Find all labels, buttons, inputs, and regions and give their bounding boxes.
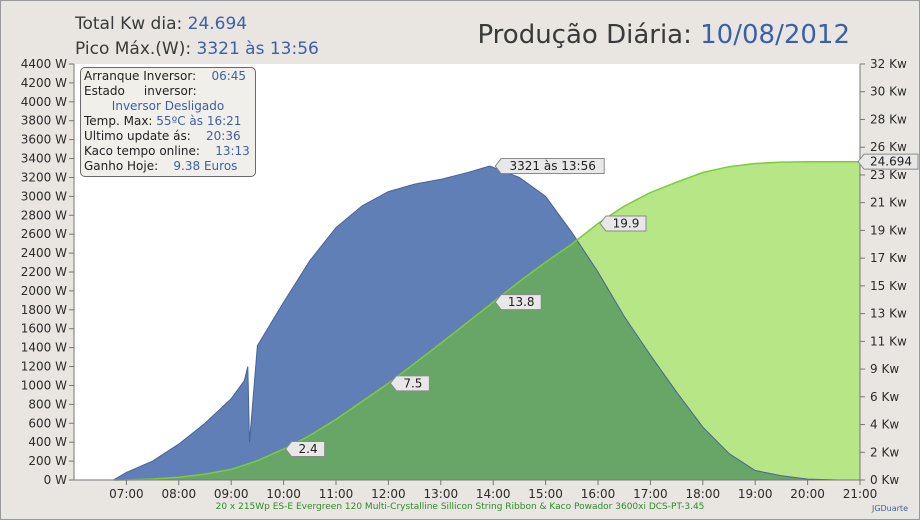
y-left-tick-label: 400 W [28, 435, 67, 449]
y-left-tick-label: 2400 W [21, 246, 67, 260]
info-update-value: 20:36 [206, 129, 241, 143]
y-right-tick-label: 6 Kw [870, 390, 899, 404]
annotation-callout [857, 153, 919, 170]
annotation-callout [389, 375, 430, 392]
x-tick-label: 07:00 [109, 487, 144, 501]
x-tick-label: 20:00 [790, 487, 825, 501]
annotation-label: 2.4 [299, 442, 318, 456]
info-startup: Arranque Inversor: 06:45 [84, 69, 252, 84]
y-left-tick-label: 1400 W [21, 341, 67, 355]
y-right-tick-label: 11 Kw [870, 334, 907, 348]
y-right-tick-label: 21 Kw [870, 196, 907, 210]
annotation-callout [284, 441, 326, 458]
y-right-tick-label: 23 Kw [870, 168, 907, 182]
y-right-tick-label: 26 Kw [870, 140, 907, 154]
x-tick-label: 12:00 [371, 487, 406, 501]
info-temp-value: 55ºC às 16:21 [156, 114, 242, 128]
y-right-tick-label: 28 Kw [870, 112, 907, 126]
y-left-tick-label: 600 W [28, 416, 67, 430]
info-gain-label: Ganho Hoje: [84, 159, 159, 173]
y-left-tick-label: 4400 W [21, 57, 67, 71]
y-left-tick-label: 1000 W [21, 378, 67, 392]
peak-label: Pico Máx.(W): [75, 39, 192, 59]
title-date: 10/08/2012 [700, 20, 850, 50]
y-right-tick-label: 13 Kw [870, 307, 907, 321]
annotation-callout [494, 158, 605, 175]
info-update-label: Ultimo update ás: [84, 129, 191, 143]
y-left-tick-label: 2200 W [21, 265, 67, 279]
y-left-tick-label: 2600 W [21, 227, 67, 241]
total-kw-line: Total Kw dia: 24.694 [75, 14, 247, 34]
power-line [113, 165, 840, 481]
x-tick-label: 09:00 [214, 487, 249, 501]
info-startup-label: Arranque Inversor: [84, 69, 197, 83]
info-temp: Temp. Max: 55ºC às 16:21 [84, 114, 252, 129]
x-tick-label: 14:00 [476, 487, 511, 501]
peak-value: 3321 às 13:56 [196, 39, 319, 59]
y-left-tick-label: 3200 W [21, 170, 67, 184]
y-left-tick-label: 4200 W [21, 76, 67, 90]
info-online-value: 13:13 [215, 144, 250, 158]
info-startup-value: 06:45 [211, 69, 247, 83]
y-right-tick-label: 0 Kw [870, 473, 899, 487]
total-kw-value: 24.694 [187, 14, 248, 34]
y-right-tick-label: 9 Kw [870, 362, 899, 376]
y-right-tick-label: 32 Kw [870, 57, 907, 71]
total-kw-label: Total Kw dia: [75, 14, 183, 34]
y-right-tick-label: 17 Kw [870, 251, 907, 265]
x-tick-label: 08:00 [162, 487, 197, 501]
x-tick-label: 10:00 [266, 487, 301, 501]
info-state-value: Inversor Desligado [111, 99, 225, 113]
y-right-tick-label: 15 Kw [870, 279, 907, 293]
author-credit: JGDuarte [871, 504, 908, 513]
y-right-tick-label: 2 Kw [870, 445, 899, 459]
y-right-tick-label: 30 Kw [870, 85, 907, 99]
y-left-tick-label: 3000 W [21, 189, 67, 203]
info-temp-label: Temp. Max: [84, 114, 153, 128]
info-online: Kaco tempo online: 13:13 [84, 144, 252, 159]
y-left-tick-label: 3600 W [21, 133, 67, 147]
page-title: Produção Diária: 10/08/2012 [477, 20, 850, 50]
annotation-label: 13.8 [508, 295, 535, 309]
inverter-info-box: Arranque Inversor: 06:45 Estado inversor… [80, 67, 256, 177]
energy-line [113, 160, 860, 481]
x-tick-label: 11:00 [319, 487, 354, 501]
y-left-tick-label: 200 W [28, 454, 67, 468]
y-left-tick-label: 2000 W [21, 284, 67, 298]
annotation-label: 19.9 [613, 216, 640, 230]
y-left-tick-label: 3400 W [21, 152, 67, 166]
y-right-tick-label: 4 Kw [870, 418, 899, 432]
title-label: Produção Diária: [477, 20, 692, 50]
info-state: Estado inversor: [84, 84, 252, 99]
y-left-tick-label: 0 W [44, 473, 67, 487]
system-description: 20 x 215Wp ES-E Evergreen 120 Multi-Crys… [215, 502, 705, 512]
y-left-tick-label: 1200 W [21, 360, 67, 374]
x-tick-label: 13:00 [424, 487, 459, 501]
peak-line: Pico Máx.(W): 3321 às 13:56 [75, 39, 319, 59]
x-tick-label: 21:00 [843, 487, 878, 501]
info-gain-value: 9.38 Euros [173, 159, 238, 173]
annotation-label: 7.5 [403, 376, 422, 390]
x-tick-label: 16:00 [581, 487, 616, 501]
info-update: Ultimo update ás: 20:36 [84, 129, 252, 144]
y-left-tick-label: 4000 W [21, 95, 67, 109]
annotation-label: 24.694 [870, 155, 912, 169]
x-tick-label: 15:00 [528, 487, 563, 501]
annotation-callout [599, 215, 647, 232]
y-left-tick-label: 2800 W [21, 208, 67, 222]
info-state-label: Estado inversor: [84, 84, 197, 98]
annotation-label: 3321 às 13:56 [510, 159, 596, 173]
x-tick-label: 18:00 [686, 487, 721, 501]
x-tick-label: 19:00 [738, 487, 773, 501]
info-gain: Ganho Hoje: 9.38 Euros [84, 159, 252, 174]
y-left-tick-label: 1600 W [21, 322, 67, 336]
y-right-tick-label: 19 Kw [870, 223, 907, 237]
y-left-tick-label: 800 W [28, 397, 67, 411]
annotation-callout [494, 294, 542, 311]
x-tick-label: 17:00 [633, 487, 668, 501]
info-online-label: Kaco tempo online: [84, 144, 200, 158]
y-left-tick-label: 1800 W [21, 303, 67, 317]
y-left-tick-label: 3800 W [21, 114, 67, 128]
